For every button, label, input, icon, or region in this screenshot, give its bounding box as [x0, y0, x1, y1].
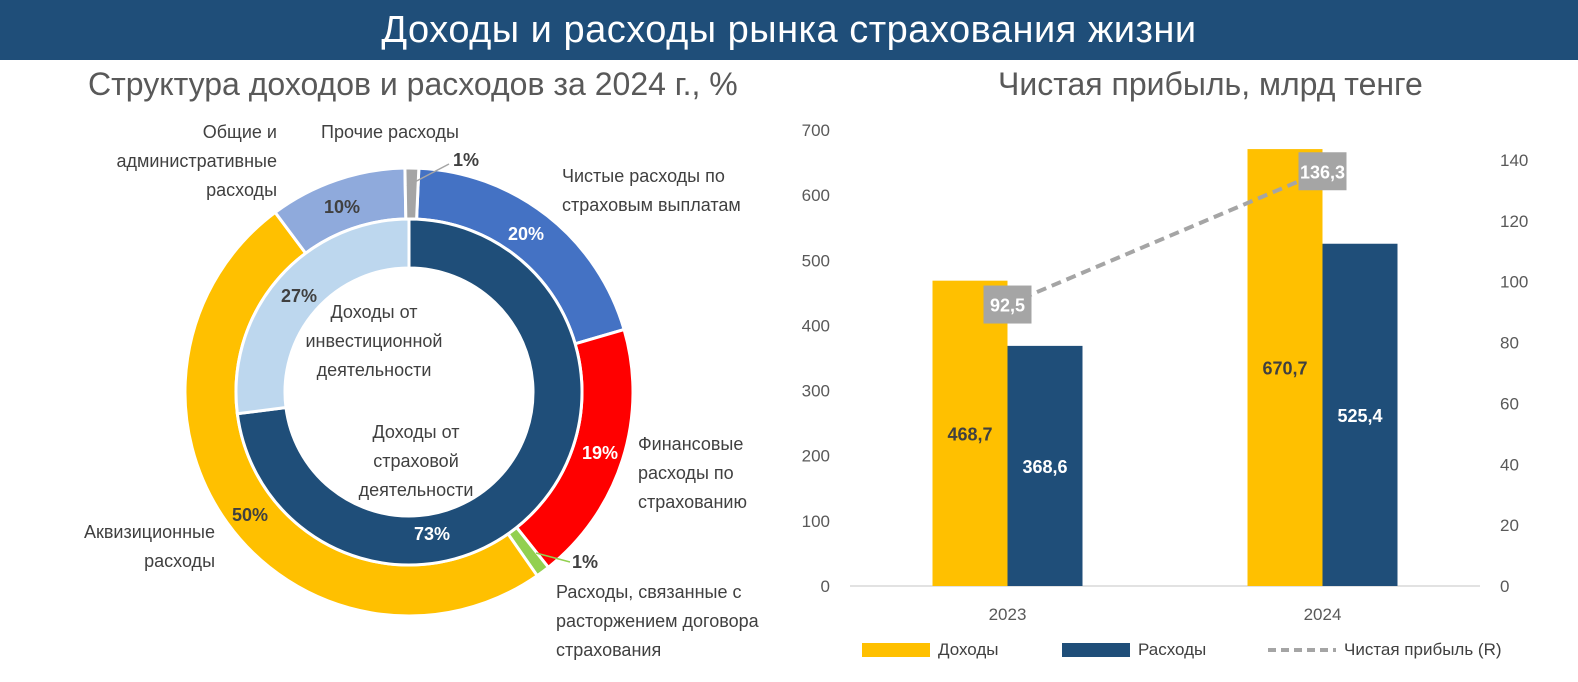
- left-tick-6: 600: [802, 186, 830, 205]
- pct-label-insurance-income: 73%: [414, 524, 450, 544]
- left-tick-7: 700: [802, 121, 830, 140]
- net-profit-label-2024: 136,3: [1300, 162, 1345, 182]
- pct-label-admin: 10%: [324, 197, 360, 217]
- x-tick-2023: 2023: [989, 605, 1027, 624]
- pct-label-other: 1%: [453, 150, 479, 170]
- right-tick-2: 40: [1500, 455, 1519, 474]
- inner-ring: [234, 217, 584, 567]
- bar-Доходы-2024: [1247, 149, 1323, 586]
- bar-label-Доходы-2023: 468,7: [947, 424, 992, 444]
- x-axis-ticks: 2023 2024: [989, 605, 1342, 624]
- legend-item-net-profit: Чистая прибыль (R): [1268, 640, 1502, 660]
- net-profit-point-2023: [983, 285, 1032, 324]
- bar-Доходы-2023: [932, 280, 1008, 586]
- page-title: Доходы и расходы рынка страхования жизни: [381, 8, 1197, 51]
- inner-ring-slice-0: [235, 217, 584, 567]
- right-tick-7: 140: [1500, 151, 1528, 170]
- inner-ring-slice-1: [234, 217, 411, 416]
- right-tick-1: 20: [1500, 516, 1519, 535]
- x-tick-2024: 2024: [1304, 605, 1342, 624]
- label-termination: Расходы, связанные с расторжением договор…: [556, 582, 760, 660]
- legend-swatch-expenses: [1062, 643, 1130, 657]
- left-tick-3: 300: [802, 382, 830, 401]
- right-axis-ticks: 0 20 40 60 80 100 120 140: [1500, 151, 1528, 596]
- leader-line-other: [406, 163, 450, 187]
- header-banner: Доходы и расходы рынка страхования жизни: [0, 0, 1578, 60]
- right-tick-4: 80: [1500, 334, 1519, 353]
- label-acquisition: Аквизиционные расходы: [84, 522, 215, 571]
- bar-chart-title: Чистая прибыль, млрд тенге: [998, 66, 1423, 102]
- legend-item-income: Доходы: [862, 640, 999, 660]
- bar-label-Доходы-2024: 670,7: [1262, 359, 1307, 379]
- label-claims: Чистые расходы по страховым выплатам: [562, 166, 741, 215]
- left-tick-1: 100: [802, 512, 830, 531]
- right-tick-6: 120: [1500, 212, 1528, 231]
- label-investment-income: Доходы от инвестиционной деятельности: [306, 302, 443, 380]
- bar-Расходы-2023: [1007, 345, 1083, 586]
- bar-label-Расходы-2023: 368,6: [1022, 457, 1067, 477]
- left-tick-0: 0: [821, 577, 830, 596]
- bar-label-Расходы-2024: 525,4: [1337, 406, 1382, 426]
- pct-label-investment-income: 27%: [281, 286, 317, 306]
- left-axis-ticks: 0 100 200 300 400 500 600 700: [802, 121, 830, 596]
- legend-label-expenses: Расходы: [1138, 640, 1207, 659]
- pct-label-claims: 20%: [508, 224, 544, 244]
- right-tick-3: 60: [1500, 394, 1519, 413]
- left-tick-2: 200: [802, 447, 830, 466]
- bar-Расходы-2024: [1322, 243, 1398, 586]
- net-profit-point-2024: [1298, 152, 1347, 191]
- leader-line-termination: [535, 552, 571, 563]
- net-profit-line: 92,5 136,3: [983, 152, 1347, 324]
- label-insurance-income: Доходы от страховой деятельности: [359, 422, 474, 500]
- pct-label-financial: 19%: [582, 443, 618, 463]
- right-tick-5: 100: [1500, 273, 1528, 292]
- label-financial: Финансовые расходы по страхованию: [638, 434, 747, 512]
- pct-label-acquisition: 50%: [232, 505, 268, 525]
- label-admin: Общие и административные расходы: [116, 122, 277, 200]
- legend-label-net-profit: Чистая прибыль (R): [1344, 640, 1502, 659]
- bars: 468,7 368,6 670,7 525,4: [932, 149, 1398, 586]
- left-tick-5: 500: [802, 251, 830, 270]
- legend-swatch-income: [862, 643, 930, 657]
- pct-label-termination: 1%: [572, 552, 598, 572]
- left-tick-4: 400: [802, 316, 830, 335]
- donut-chart-title: Структура доходов и расходов за 2024 г.,…: [88, 66, 738, 102]
- label-other: Прочие расходы: [321, 122, 459, 142]
- net-profit-label-2023: 92,5: [990, 296, 1025, 316]
- legend-swatch-net-profit: [1268, 648, 1336, 652]
- legend-item-expenses: Расходы: [1062, 640, 1206, 660]
- legend-label-income: Доходы: [938, 640, 999, 659]
- net-profit-polyline: [1006, 169, 1324, 307]
- right-tick-0: 0: [1500, 577, 1509, 596]
